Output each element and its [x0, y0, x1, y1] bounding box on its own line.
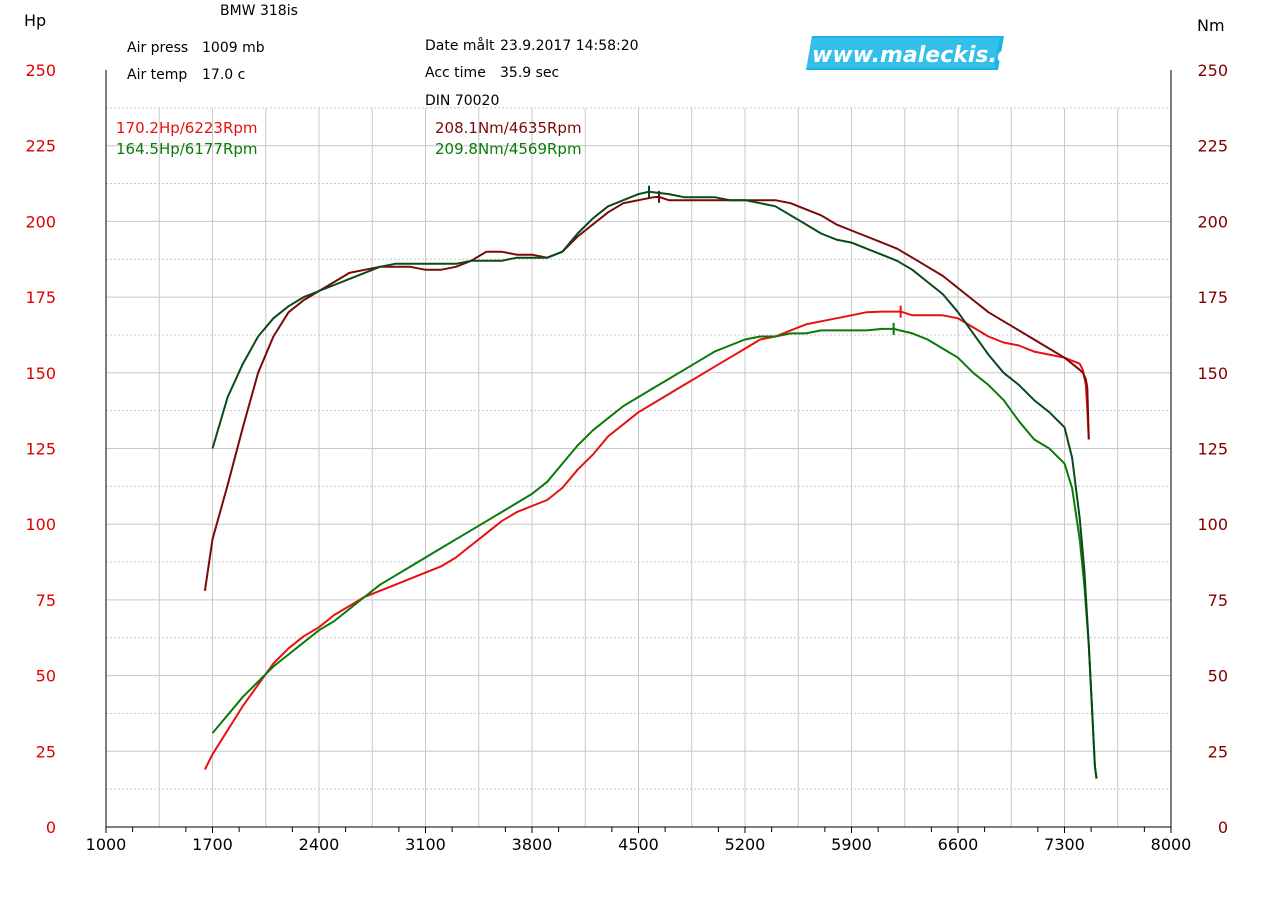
series-hp_run1 [204, 310, 1090, 770]
right-tick-label: 0 [1218, 818, 1228, 837]
right-tick-label: 175 [1197, 288, 1228, 307]
right-tick-label: 25 [1208, 742, 1228, 761]
acc-time-label: Acc time [425, 65, 486, 81]
left-tick-label: 250 [25, 61, 56, 80]
left-tick-label: 100 [25, 515, 56, 534]
x-tick-label: 2400 [299, 835, 340, 854]
left-tick-label: 25 [36, 742, 56, 761]
peak-label-hp-run1: 170.2Hp/6223Rpm [116, 119, 258, 137]
left-tick-label: 200 [25, 212, 56, 231]
right-tick-label: 250 [1197, 61, 1228, 80]
series-hp_run2 [211, 327, 1098, 779]
air-press-label: Air press [127, 40, 188, 56]
series-nm_run1 [203, 195, 1090, 591]
right-tick-label: 200 [1197, 212, 1228, 231]
left-tick-label: 50 [36, 667, 56, 686]
x-tick-labels: 1000 1700 2400 3100 3800 4500 5200 5900 6600 7300… [86, 827, 1192, 854]
vehicle-title: BMW 318is [220, 3, 298, 19]
din-standard: DIN 70020 [425, 93, 499, 109]
right-tick-label: 50 [1208, 667, 1228, 686]
acc-time-value: 35.9 sec [500, 65, 559, 81]
right-unit-label: Nm [1197, 16, 1225, 35]
left-tick-label: 125 [25, 440, 56, 459]
x-tick-label: 5900 [831, 835, 872, 854]
air-press-value: 1009 mb [202, 40, 265, 56]
peak-label-nm-run1: 208.1Nm/4635Rpm [435, 119, 582, 137]
date-label: Date målt [425, 37, 495, 54]
air-temp-label: Air temp [127, 67, 187, 83]
maleckis-logo[interactable]: www.maleckis.com [802, 36, 1048, 70]
x-tick-label: 3800 [512, 835, 553, 854]
right-tick-labels: 0 25 50 75 100 125 150 175 200 225 250 [1197, 61, 1228, 837]
x-tick-label: 5200 [725, 835, 766, 854]
left-tick-label: 175 [25, 288, 56, 307]
right-tick-label: 225 [1197, 137, 1228, 156]
left-tick-label: 75 [36, 591, 56, 610]
series-nm_run2 [211, 190, 1098, 779]
right-tick-label: 125 [1197, 440, 1228, 459]
curves [203, 185, 1098, 779]
x-tick-label: 4500 [618, 835, 659, 854]
x-tick-label: 3100 [405, 835, 446, 854]
date-value: 23.9.2017 14:58:20 [500, 38, 639, 54]
logo-text: www.maleckis.com [812, 43, 1048, 68]
x-tick-label: 8000 [1151, 835, 1192, 854]
air-temp-value: 17.0 c [202, 67, 245, 83]
left-tick-label: 225 [25, 137, 56, 156]
left-tick-label: 0 [46, 818, 56, 837]
right-tick-label: 75 [1208, 591, 1228, 610]
left-unit-label: Hp [24, 11, 46, 30]
x-tick-label: 7300 [1044, 835, 1085, 854]
peak-label-nm-run2: 209.8Nm/4569Rpm [435, 140, 582, 158]
left-tick-label: 150 [25, 364, 56, 383]
right-tick-label: 150 [1197, 364, 1228, 383]
left-tick-labels: 0 25 50 75 100 125 150 175 200 225 250 [25, 61, 56, 837]
x-tick-label: 1700 [192, 835, 233, 854]
right-tick-label: 100 [1197, 515, 1228, 534]
x-minor-ticks [132, 827, 1145, 832]
x-tick-label: 6600 [938, 835, 979, 854]
x-tick-label: 1000 [86, 835, 127, 854]
peak-label-hp-run2: 164.5Hp/6177Rpm [116, 140, 258, 158]
grid [106, 107, 1171, 827]
